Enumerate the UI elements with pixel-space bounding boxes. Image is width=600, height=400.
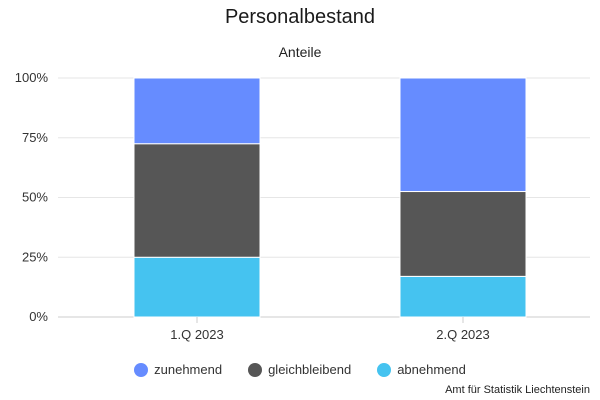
legend-label-abnehmend: abnehmend <box>397 362 466 377</box>
x-tick-label: 1.Q 2023 <box>170 327 224 342</box>
legend-marker-abnehmend <box>377 362 392 377</box>
bar-segment <box>133 143 261 258</box>
credits[interactable]: Amt für Statistik Liechtenstein <box>445 384 590 396</box>
y-tick-label: 0% <box>29 309 48 324</box>
x-tick-label: 2.Q 2023 <box>436 327 490 342</box>
legend-item-zunehmend[interactable]: zunehmend <box>134 362 222 377</box>
bar-segment <box>133 256 261 318</box>
stacked-bar-chart: 0% 25% 50% 75% 100% 1.Q 2023 2.Q 2023 <box>15 70 590 342</box>
legend-item-gleichbleibend[interactable]: gleichbleibend <box>248 362 351 377</box>
bar-segment <box>399 275 527 318</box>
bar-segment <box>399 77 527 193</box>
legend: zunehmend gleichbleibend abnehmend <box>0 362 600 377</box>
chart-title: Personalbestand <box>224 6 376 28</box>
legend-marker-gleichbleibend <box>248 362 263 377</box>
legend-item-abnehmend[interactable]: abnehmend <box>377 362 466 377</box>
legend-label-zunehmend: zunehmend <box>154 362 223 377</box>
y-tick-label: 25% <box>22 249 48 264</box>
legend-marker-zunehmend <box>134 362 149 377</box>
chart-subtitle: Anteile <box>278 44 322 60</box>
bar-segment <box>133 77 261 145</box>
y-tick-label: 50% <box>22 190 48 205</box>
y-tick-label: 75% <box>22 130 48 145</box>
legend-label-gleichbleibend: gleichbleibend <box>268 362 352 377</box>
y-tick-label: 100% <box>15 70 49 85</box>
bar-segment <box>399 191 527 277</box>
